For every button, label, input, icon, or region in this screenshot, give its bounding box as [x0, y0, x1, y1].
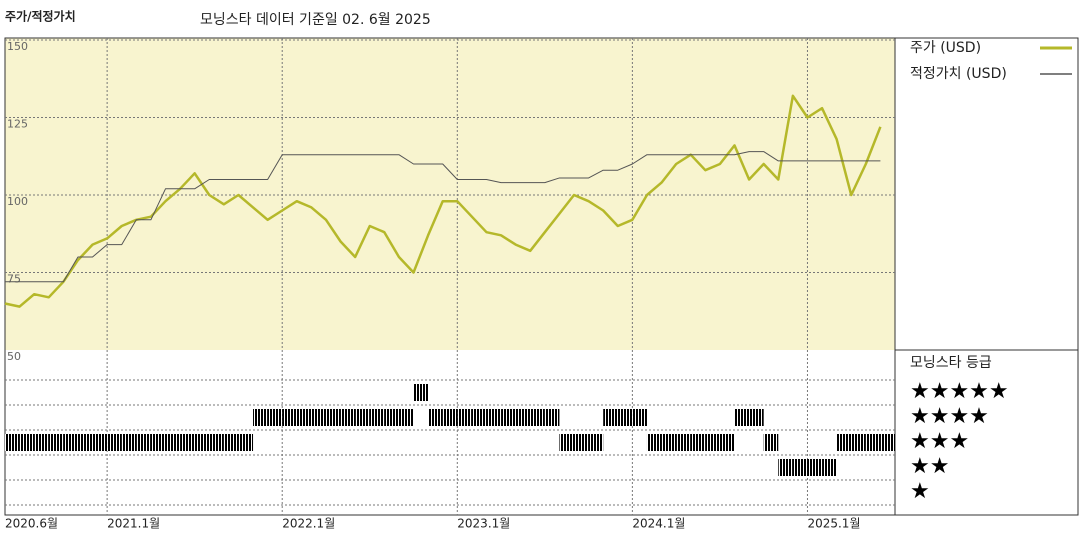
- rating-bar: [238, 434, 254, 451]
- rating-bar: [340, 409, 356, 426]
- rating-bar: [282, 409, 297, 426]
- rating-bar: [442, 409, 458, 426]
- rating-bar: [486, 409, 502, 426]
- y-tick-label: 100: [7, 195, 28, 208]
- rating-bar: [574, 434, 589, 451]
- rating-bar: [544, 409, 560, 426]
- rating-bar: [77, 434, 93, 451]
- rating-bar: [559, 434, 575, 451]
- rating-bar: [588, 434, 604, 451]
- rating-bar: [646, 434, 662, 451]
- rating-bar: [311, 409, 326, 426]
- rating-bar: [63, 434, 78, 451]
- rating-bar: [632, 409, 647, 426]
- rating-bar: [384, 409, 399, 426]
- rating-bar: [763, 434, 779, 451]
- rating-bar: [865, 434, 881, 451]
- series-line: [5, 151, 881, 283]
- rating-bar: [398, 409, 414, 426]
- rating-bar: [165, 434, 181, 451]
- x-tick-label: 2023.1월: [457, 517, 510, 531]
- rating-bar: [471, 409, 487, 426]
- rating-bar: [296, 409, 312, 426]
- rating-bar: [34, 434, 49, 451]
- rating-bar: [428, 409, 443, 426]
- rating-bar: [690, 434, 706, 451]
- legend-label: 주가 (USD): [910, 40, 981, 56]
- rating-bar: [180, 434, 195, 451]
- rating-bar: [136, 434, 151, 451]
- rating-bar: [253, 409, 268, 426]
- rating-bar: [661, 434, 677, 451]
- rating-bar: [807, 459, 823, 476]
- x-tick-label: 2020.6월: [5, 517, 58, 531]
- rating-legend: ★: [910, 479, 930, 504]
- rating-bar: [325, 409, 341, 426]
- x-tick-label: 2025.1월: [807, 517, 860, 531]
- rating-bar: [5, 434, 20, 451]
- rating-bar: [48, 434, 64, 451]
- rating-legend: ★★★★: [910, 404, 989, 429]
- y-tick-label: 125: [7, 118, 28, 131]
- rating-bar: [92, 434, 108, 451]
- rating-bar: [822, 459, 837, 476]
- header: 주가/적정가치: [5, 9, 76, 24]
- rating-bar: [19, 434, 35, 451]
- rating-bar: [107, 434, 122, 451]
- rating-legend: ★★: [910, 454, 949, 479]
- rating-bar: [749, 409, 764, 426]
- rating-bar: [223, 434, 239, 451]
- rating-title: 모닝스타 등급: [910, 355, 992, 371]
- y-tick-label: 50: [7, 350, 21, 363]
- rating-bar: [880, 434, 895, 451]
- rating-bar: [501, 409, 516, 426]
- x-tick-label: 2021.1월: [107, 517, 160, 531]
- y-tick-label: 75: [7, 273, 21, 286]
- plot-background: [5, 38, 895, 350]
- rating-bar: [530, 409, 545, 426]
- rating-legend: ★★★: [910, 429, 969, 454]
- frame: [4, 37, 1079, 516]
- rating-bar: [209, 434, 224, 451]
- rating-bar: [267, 409, 283, 426]
- x-tick-label: 2022.1월: [282, 517, 335, 531]
- x-tick-label: 2024.1월: [632, 517, 685, 531]
- chart-title: 모닝스타 데이터 기준일 02. 6월 2025: [200, 12, 431, 28]
- rating-bar: [369, 409, 385, 426]
- rating-bar: [150, 434, 166, 451]
- rating-bar: [355, 409, 370, 426]
- legend-label: 적정가치 (USD): [910, 66, 1007, 82]
- rating-bar: [734, 409, 750, 426]
- rating-bar: [778, 459, 793, 476]
- rating-bar: [121, 434, 137, 451]
- rating-legend: ★★★★★: [910, 379, 1009, 404]
- rating-bar: [851, 434, 866, 451]
- rating-bar: [836, 434, 852, 451]
- rating-bar: [705, 434, 720, 451]
- rating-bar: [457, 409, 472, 426]
- rating-bar: [515, 409, 531, 426]
- rating-bar: [194, 434, 210, 451]
- y-tick-label: 150: [7, 40, 28, 53]
- series-line: [4, 94, 882, 308]
- rating-bar: [719, 434, 735, 451]
- rating-bar: [413, 384, 429, 401]
- rating-bar: [792, 459, 808, 476]
- rating-bar: [603, 409, 618, 426]
- rating-bar: [676, 434, 691, 451]
- rating-bar: [617, 409, 633, 426]
